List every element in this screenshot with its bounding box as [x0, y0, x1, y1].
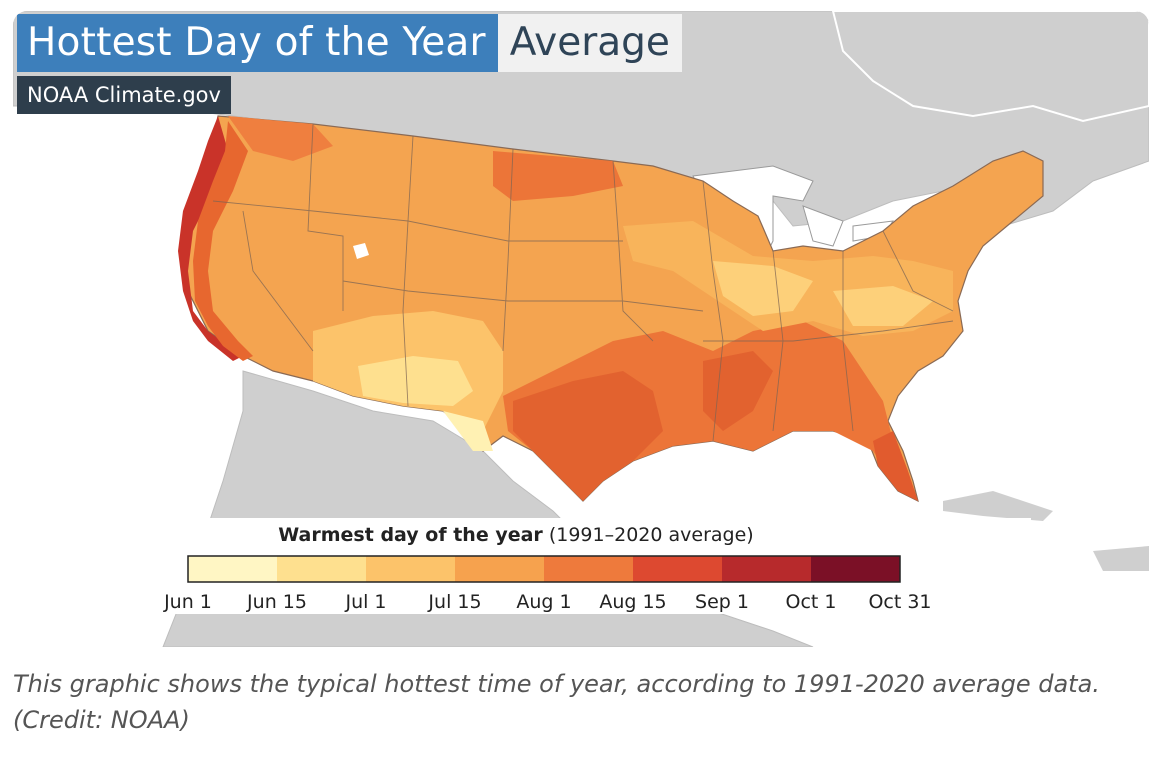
legend-swatch [366, 556, 455, 582]
zone-jul1-appalach [833, 286, 933, 326]
legend-swatch [455, 556, 544, 582]
legend-border [187, 555, 901, 583]
legend-tick-label: Oct 1 [786, 591, 837, 613]
greenland-islands [831, 11, 1149, 123]
figure-caption: This graphic shows the typical hottest t… [13, 670, 1100, 734]
legend-tick-label: Jul 15 [427, 591, 481, 613]
caribbean-land [1003, 481, 1149, 647]
legend-tick-label: Jun 15 [246, 591, 307, 613]
legend-swatch [633, 556, 722, 582]
legend-tick-label: Sep 1 [695, 591, 749, 613]
legend-tick-label: Jul 1 [344, 591, 386, 613]
legend-tick-label: Aug 1 [516, 591, 571, 613]
zone-aug-pnw [228, 116, 333, 161]
legend-tick-label: Aug 15 [599, 591, 666, 613]
zone-aug-florida [873, 431, 918, 501]
zone-jun-bigbend [443, 411, 493, 451]
map-figure: Hottest Day of the Year Average NOAA Cli… [13, 11, 1149, 647]
great-salt-lake [353, 243, 369, 259]
legend-swatch [544, 556, 633, 582]
zone-sep-westcoast [178, 116, 243, 361]
legend-swatch [188, 556, 277, 582]
zone-aug15-westcoast [193, 121, 253, 361]
map-title-tag: Average [497, 14, 682, 72]
zone-aug15-miss [703, 351, 773, 431]
legend-tick-label: Oct 31 [868, 591, 931, 613]
legend-scale: Jun 1 Jun 15 Jul 1 Jul 15 Aug 1 Aug 15 Sep 1 Oc… [163, 555, 932, 613]
legend-title: Warmest day of the year (1991–2020 avera… [131, 524, 901, 546]
color-legend: Warmest day of the year (1991–2020 avera… [131, 518, 1031, 614]
legend-tick-label: Jun 1 [163, 591, 212, 613]
legend-swatch [277, 556, 366, 582]
legend-swatch [811, 556, 900, 582]
legend-title-rest: (1991–2020 average) [548, 524, 754, 546]
zone-jul1-midwest [713, 261, 813, 316]
map-title: Hottest Day of the Year [17, 14, 498, 72]
state-borders [212, 123, 954, 442]
cuba-island [943, 491, 1053, 521]
zone-aug-north-plains [493, 151, 623, 201]
zone-aug15-texas [513, 371, 663, 501]
zone-jun1-southwest [358, 356, 473, 406]
legend-swatch [722, 556, 811, 582]
source-badge: NOAA Climate.gov [17, 76, 231, 114]
map-title-bar: Hottest Day of the Year Average [17, 14, 682, 72]
legend-title-bold: Warmest day of the year [278, 524, 543, 546]
hispaniola-island [1093, 546, 1149, 571]
